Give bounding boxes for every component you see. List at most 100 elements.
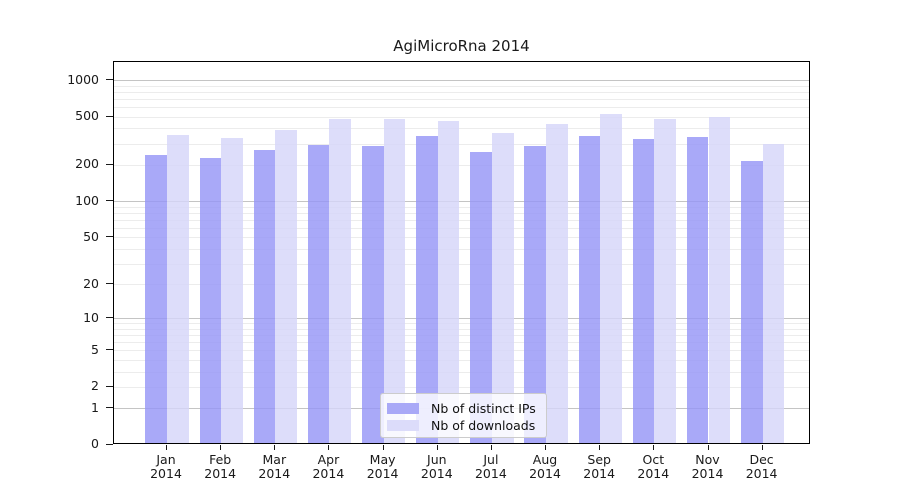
bar-downloads-may bbox=[383, 119, 406, 443]
bar-distinct-ips-sep bbox=[578, 136, 601, 443]
x-tick-mark bbox=[166, 444, 167, 450]
x-tick-label-aug: Aug 2014 bbox=[529, 451, 561, 482]
legend: Nb of distinct IPs Nb of downloads bbox=[380, 393, 547, 438]
bars-layer bbox=[114, 62, 809, 443]
gridline-minor bbox=[114, 359, 809, 361]
bar-downloads-jun bbox=[437, 121, 460, 443]
legend-item-distinct-ips: Nb of distinct IPs bbox=[387, 400, 538, 417]
gridline-minor bbox=[114, 248, 809, 250]
x-tick-mark bbox=[599, 444, 601, 450]
x-tick-label-mar: Mar 2014 bbox=[258, 451, 291, 482]
gridline-minor bbox=[114, 116, 809, 118]
bar-downloads-jan bbox=[167, 134, 189, 443]
bar-downloads-apr bbox=[329, 119, 352, 443]
legend-label: Nb of distinct IPs bbox=[431, 401, 536, 416]
gridline-minor bbox=[114, 85, 809, 87]
bar-distinct-ips-mar bbox=[253, 150, 276, 443]
x-tick-mark bbox=[436, 444, 438, 450]
bar-distinct-ips-apr bbox=[307, 144, 330, 443]
bar-downloads-jul bbox=[491, 132, 514, 443]
y-tick-mark bbox=[106, 283, 113, 285]
x-tick-label-oct: Oct 2014 bbox=[637, 451, 670, 482]
y-tick-mark bbox=[106, 236, 113, 238]
y-tick-label: 20 bbox=[83, 275, 99, 291]
bar-distinct-ips-feb bbox=[199, 158, 222, 443]
bar-distinct-ips-nov bbox=[686, 136, 709, 443]
gridline-minor bbox=[114, 323, 809, 325]
x-tick-label-jul: Jul 2014 bbox=[474, 451, 507, 482]
gridline-major bbox=[114, 201, 809, 203]
gridline-minor bbox=[114, 206, 809, 208]
y-tick-mark bbox=[106, 115, 113, 117]
y-tick-label: 100 bbox=[75, 192, 99, 208]
legend-swatch-downloads bbox=[387, 420, 419, 431]
gridline-minor bbox=[114, 143, 809, 145]
bar-downloads-aug bbox=[546, 123, 568, 443]
y-tick-label: 2 bbox=[91, 378, 99, 394]
gridline-major bbox=[114, 318, 809, 320]
gridline-minor bbox=[114, 212, 809, 214]
x-tick-mark bbox=[490, 444, 492, 450]
gridline-minor bbox=[114, 284, 809, 286]
y-tick-label: 0 bbox=[91, 436, 99, 452]
gridline-minor bbox=[114, 342, 809, 343]
y-tick-mark bbox=[106, 349, 113, 351]
gridline-minor bbox=[114, 263, 809, 265]
x-tick-mark bbox=[328, 444, 330, 450]
bar-distinct-ips-may bbox=[361, 146, 384, 443]
x-tick-label-nov: Nov 2014 bbox=[691, 451, 724, 482]
x-tick-mark bbox=[545, 444, 546, 450]
bar-distinct-ips-jan bbox=[145, 155, 167, 443]
x-tick-label-may: May 2014 bbox=[366, 451, 399, 482]
x-tick-label-jun: Jun 2014 bbox=[420, 451, 453, 482]
grid-layer bbox=[114, 62, 809, 443]
bar-distinct-ips-oct bbox=[632, 139, 655, 443]
y-tick-mark bbox=[106, 79, 113, 81]
x-tick-mark bbox=[707, 444, 709, 450]
x-tick-label-apr: Apr 2014 bbox=[312, 451, 345, 482]
bar-downloads-sep bbox=[600, 114, 622, 443]
legend-label: Nb of downloads bbox=[431, 418, 536, 433]
chart-title: AgiMicroRna 2014 bbox=[393, 37, 530, 55]
gridline-minor bbox=[114, 91, 809, 93]
x-tick-mark bbox=[382, 444, 384, 450]
gridline-minor bbox=[114, 328, 809, 330]
y-tick-label: 1 bbox=[91, 399, 99, 415]
bar-distinct-ips-dec bbox=[740, 160, 763, 443]
gridline-minor bbox=[114, 219, 809, 221]
gridline-minor bbox=[114, 98, 809, 100]
y-tick-label: 10 bbox=[83, 309, 99, 325]
y-tick-mark bbox=[106, 317, 113, 319]
y-tick-mark bbox=[106, 163, 113, 165]
bar-downloads-feb bbox=[221, 138, 243, 443]
gridline-minor bbox=[114, 335, 809, 336]
gridline-minor bbox=[114, 371, 809, 373]
gridline-minor bbox=[114, 350, 809, 352]
y-tick-mark bbox=[106, 443, 113, 445]
bar-distinct-ips-jun bbox=[416, 136, 438, 443]
x-tick-mark bbox=[220, 444, 222, 450]
gridline-minor bbox=[114, 164, 809, 166]
y-tick-label: 50 bbox=[83, 228, 99, 244]
y-tick-mark bbox=[106, 407, 113, 409]
legend-item-downloads: Nb of downloads bbox=[387, 417, 538, 434]
x-tick-label-feb: Feb 2014 bbox=[204, 451, 237, 482]
y-tick-label: 1000 bbox=[67, 71, 99, 87]
plot-area: Nb of distinct IPs Nb of downloads bbox=[113, 61, 810, 444]
bar-downloads-dec bbox=[762, 144, 785, 443]
x-tick-label-sep: Sep 2014 bbox=[583, 451, 616, 482]
y-tick-label: 200 bbox=[75, 156, 99, 172]
gridline-minor bbox=[114, 128, 809, 130]
bar-downloads-nov bbox=[708, 117, 731, 443]
bar-distinct-ips-jul bbox=[470, 151, 492, 443]
gridline-major bbox=[114, 80, 809, 82]
x-tick-mark bbox=[761, 444, 763, 450]
gridline-minor bbox=[114, 107, 809, 109]
y-tick-mark bbox=[106, 200, 113, 202]
bar-downloads-oct bbox=[654, 119, 676, 443]
y-tick-label: 500 bbox=[75, 108, 99, 124]
gridline-minor bbox=[114, 237, 809, 239]
x-tick-mark bbox=[653, 444, 655, 450]
gridline-minor bbox=[114, 386, 809, 388]
